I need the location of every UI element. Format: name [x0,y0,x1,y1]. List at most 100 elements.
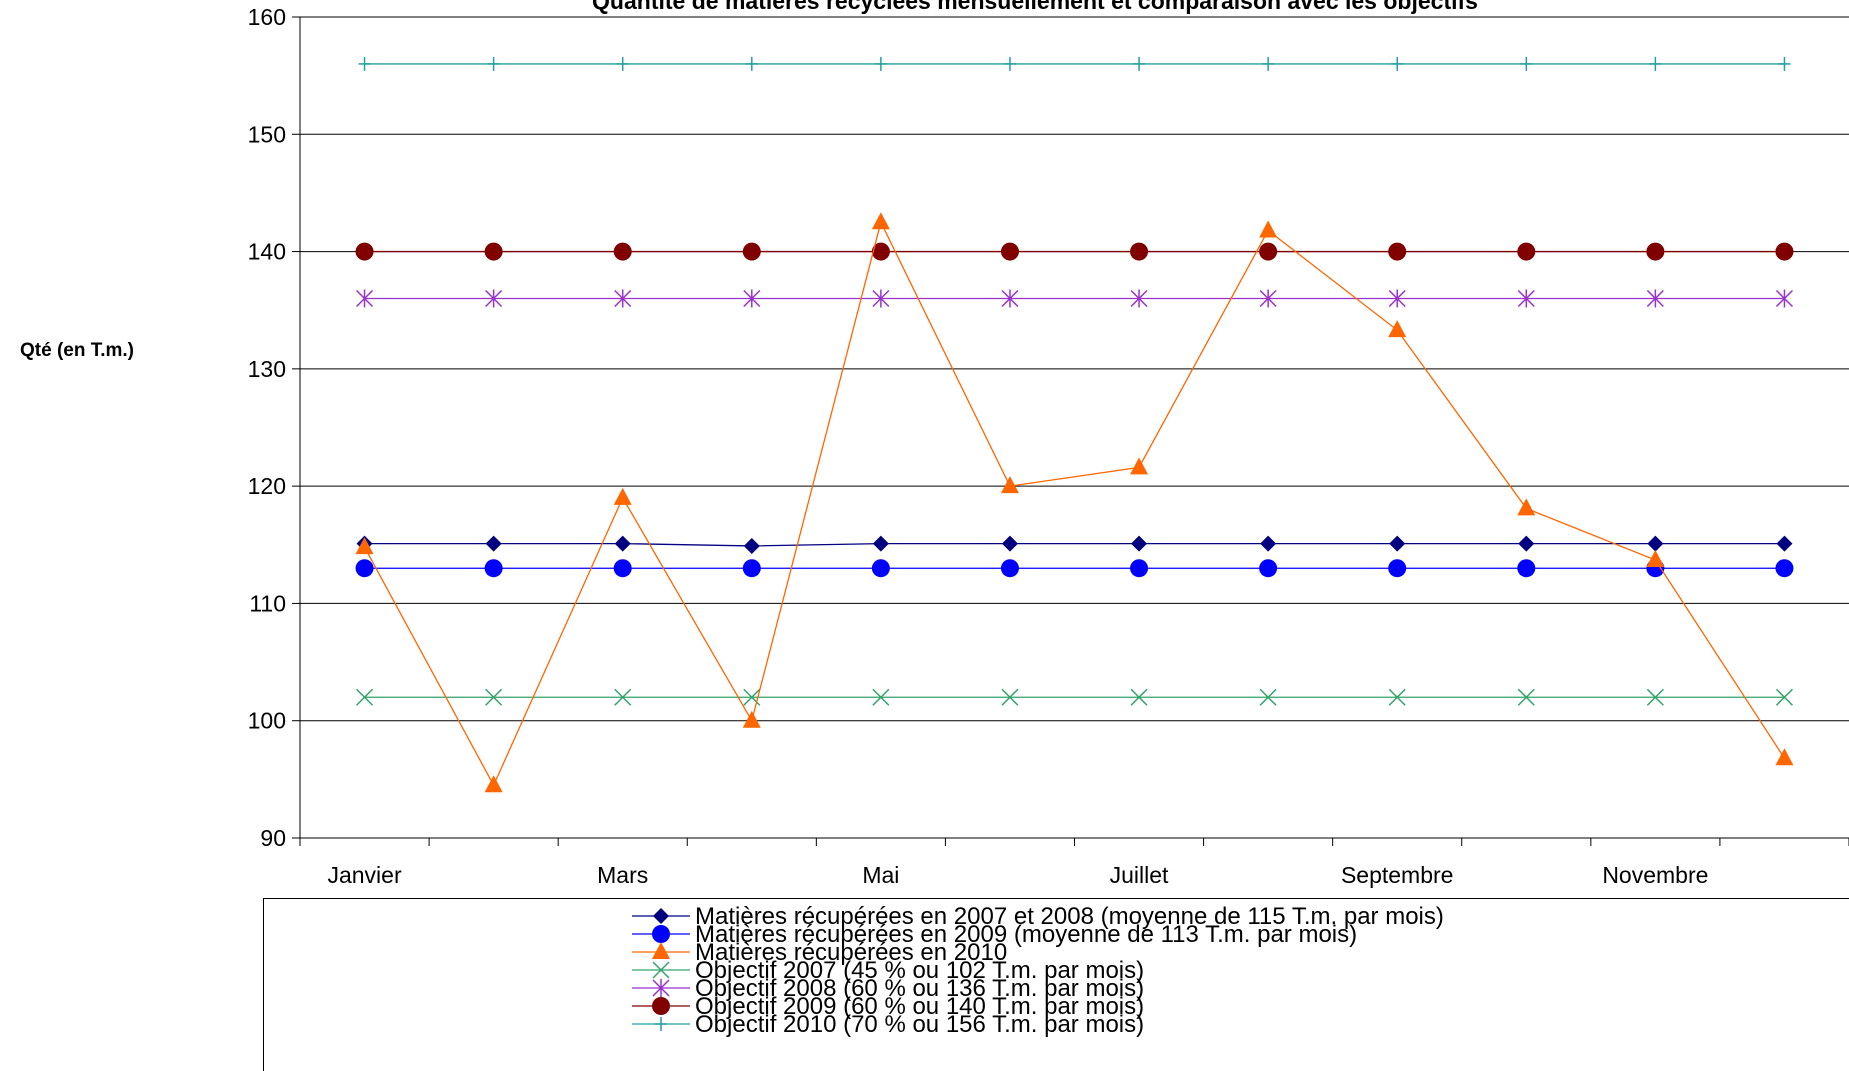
data-point [871,212,890,230]
marker-stroke [872,688,890,706]
data-point [1133,56,1146,71]
x-tick-label: Janvier [327,862,401,888]
axes [299,17,1849,839]
data-point [487,56,500,71]
legend-box [263,898,1849,1071]
data-point [355,242,374,261]
marker-stroke [1646,688,1664,706]
data-point [1260,535,1277,552]
y-axis-ticks: 90 100 110 120 130 140 150 160 [248,4,300,851]
data-point [745,56,758,71]
legend-entry: Objectif 2007 (45 % ou 102 T.m. par mois… [632,957,1144,984]
data-point [616,56,629,71]
series-4 [356,688,1793,706]
legend-marker [652,961,670,979]
legend-marker [652,925,670,943]
y-tick-label: 150 [248,121,286,147]
marker-stroke [1775,688,1793,706]
legend-marker [652,979,670,997]
legend-entry: Matières récupérées en 2007 et 2008 (moy… [632,903,1444,930]
data-point [485,688,503,706]
y-axis-label: Qté (en T.m.) [20,340,134,361]
data-point [874,56,887,71]
legend-marker [655,1017,667,1031]
data-point [1391,56,1404,71]
data-point [1001,535,1018,552]
data-point [358,56,371,71]
data-point [1520,56,1533,71]
x-tick-label: Novembre [1602,862,1708,888]
marker-stroke [1259,688,1277,706]
legend-entry: Objectif 2009 (60 % ou 140 T.m. par mois… [632,993,1144,1020]
legend-entry: Objectif 2008 (60 % ou 136 T.m. par mois… [632,975,1144,1002]
data-point [1775,688,1793,706]
marker-stroke [1001,688,1019,706]
data-point [1646,242,1665,261]
data-point [1259,220,1278,238]
data-point [1388,289,1406,308]
data-point [614,688,632,706]
data-point [613,559,632,578]
data-point [742,559,761,578]
series-group [355,56,1794,793]
y-tick-label: 160 [248,4,286,30]
x-tick-label: Septembre [1341,862,1454,888]
legend-label: Objectif 2009 (60 % ou 140 T.m. par mois… [695,993,1144,1020]
data-point [1130,688,1148,706]
series-3 [355,212,1794,793]
data-point [1646,688,1664,706]
data-point [1517,242,1536,261]
data-point [742,242,761,261]
data-point [742,710,761,728]
data-point [1775,748,1794,766]
data-point [1000,242,1019,261]
data-point [1000,559,1019,578]
chart-title: Quantité de matières recyclées mensuelle… [592,0,1478,14]
data-point [1647,535,1664,552]
series-1 [356,535,1793,554]
data-point [1001,289,1019,308]
legend-label: Matières récupérées en 2007 et 2008 (moy… [695,903,1444,930]
data-point [1130,242,1149,261]
legend-label: Objectif 2007 (45 % ou 102 T.m. par mois… [695,957,1144,984]
data-point [1259,242,1278,261]
marker-stroke [485,688,503,706]
data-point [613,487,632,505]
legend-marker [652,997,670,1015]
legend-entry: Matières récupérées en 2010 [632,939,1007,966]
data-point [484,242,503,261]
data-point [613,242,632,261]
data-point [355,559,374,578]
data-point [743,537,760,554]
legend-marker [652,942,670,959]
data-point [1001,688,1019,706]
y-tick-label: 120 [248,473,286,499]
data-point [1518,535,1535,552]
x-tick-label: Juillet [1110,862,1169,888]
marker-stroke [652,961,670,979]
series-7 [358,56,1791,71]
legend-label: Objectif 2010 (70 % ou 156 T.m. par mois… [695,1011,1144,1038]
y-tick-label: 100 [248,708,286,734]
data-point [614,289,632,308]
y-tick-label: 90 [260,825,286,851]
legend: Matières récupérées en 2007 et 2008 (moy… [263,898,1849,1071]
data-point [614,535,631,552]
data-point [1778,56,1791,71]
marker-stroke [743,688,761,706]
data-point [356,688,374,706]
marker-stroke [356,688,374,706]
data-point [1388,688,1406,706]
data-point [1517,559,1536,578]
data-point [1262,56,1275,71]
data-point [356,289,374,308]
data-point [484,775,503,793]
x-tick-label: Mars [597,862,648,888]
data-point [1130,559,1149,578]
data-point [1646,550,1665,568]
data-point [1776,535,1793,552]
legend-entry: Objectif 2010 (70 % ou 156 T.m. par mois… [632,1011,1144,1038]
data-point [872,535,889,552]
data-point [1130,457,1149,475]
